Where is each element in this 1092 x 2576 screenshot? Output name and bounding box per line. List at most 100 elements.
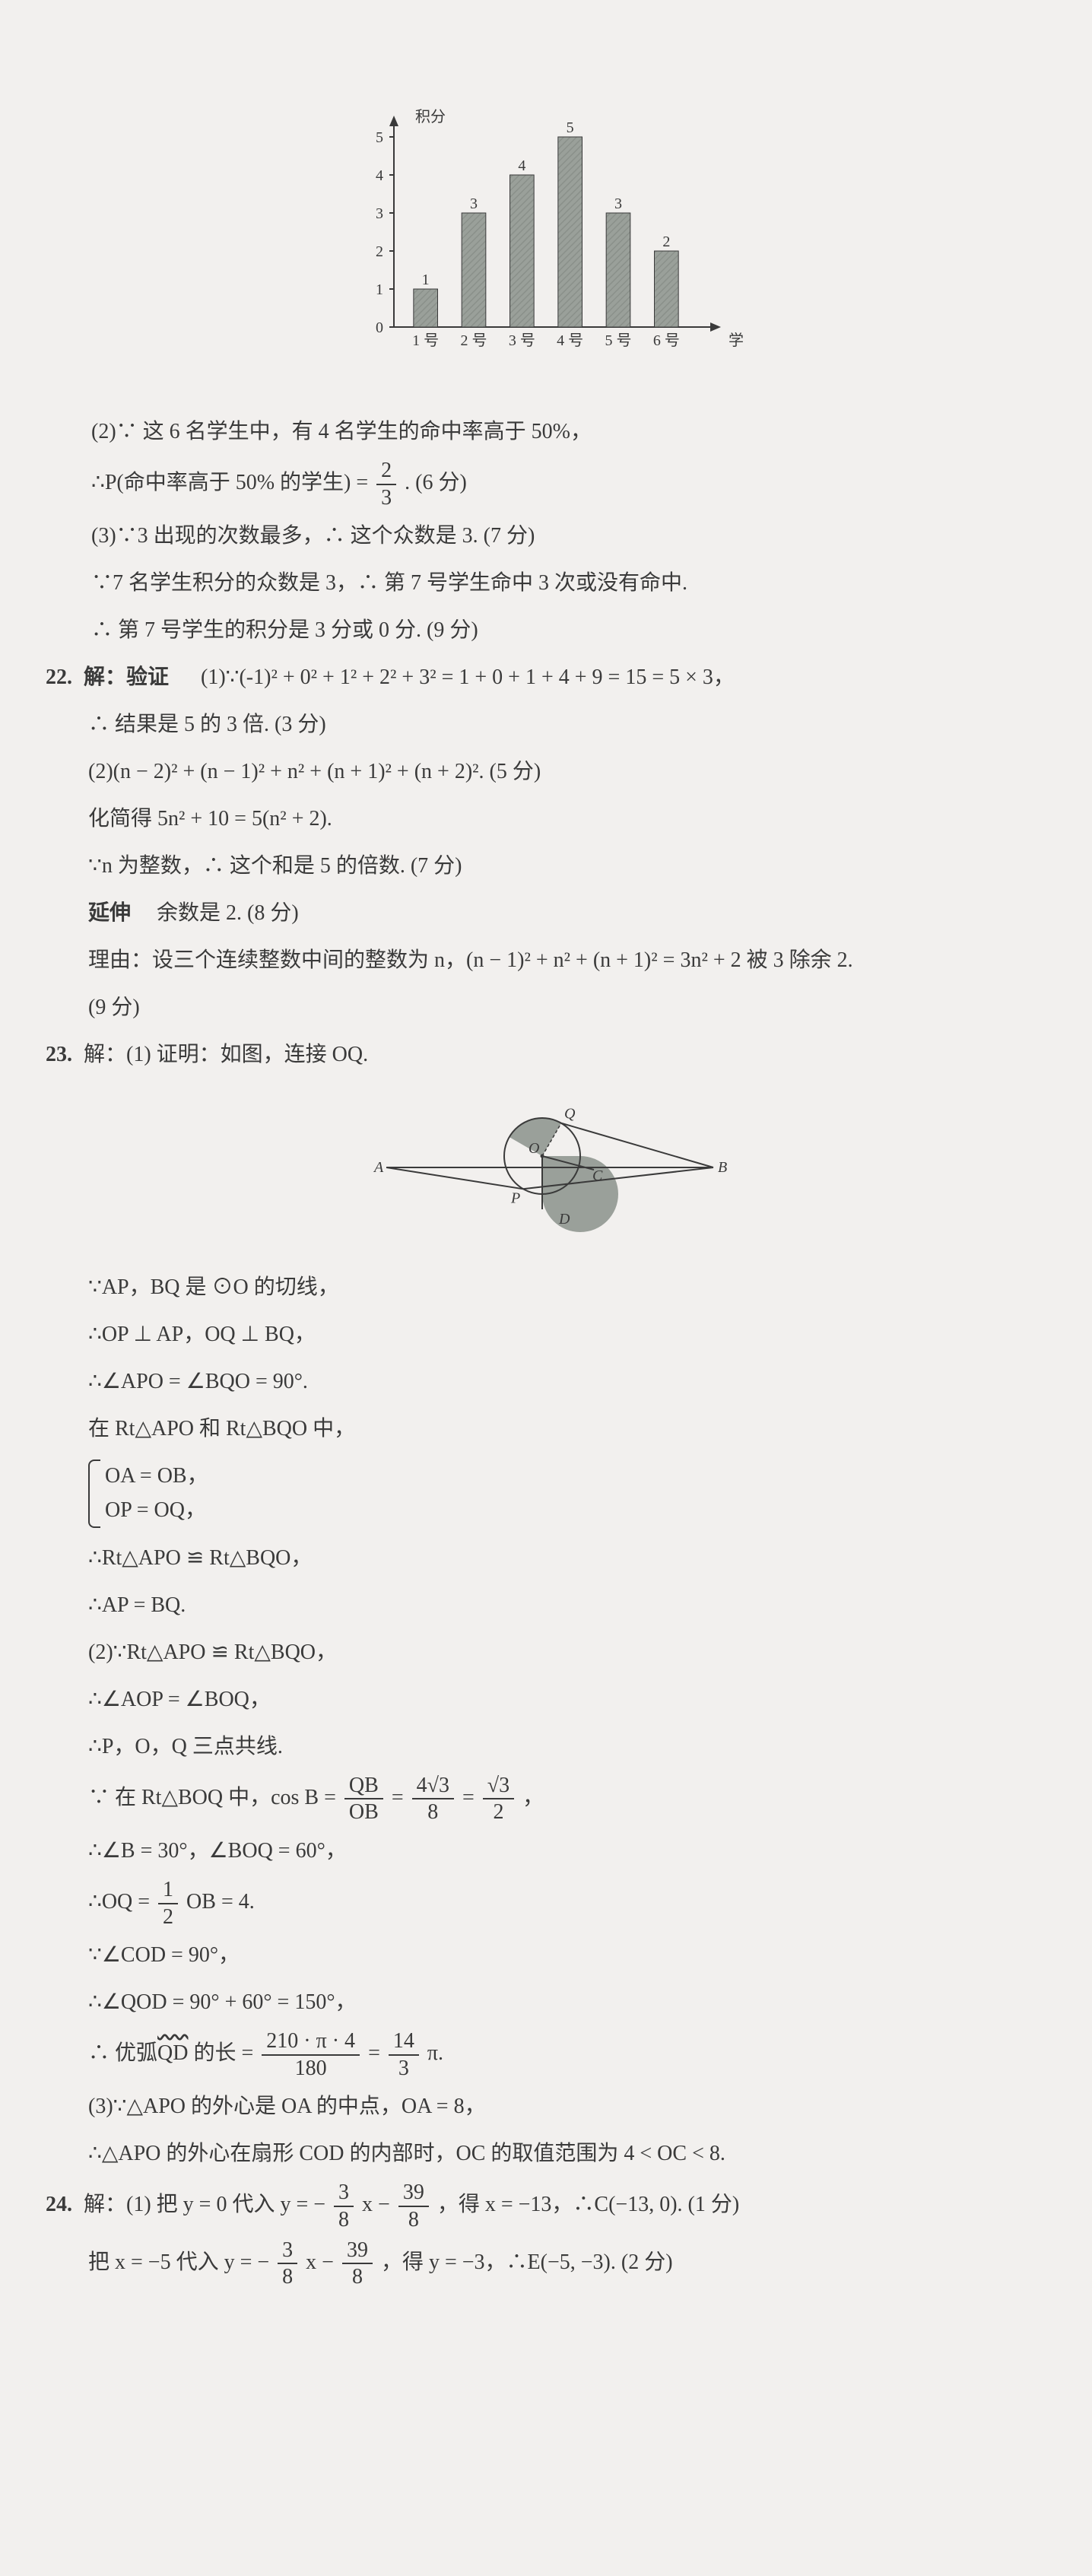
svg-text:5: 5 <box>567 119 574 136</box>
text: ∴P(命中率高于 50% 的学生) = <box>91 471 373 494</box>
svg-text:Q: Q <box>564 1106 576 1123</box>
text-line: ∴ 结果是 5 的 3 倍. (3 分) <box>46 704 1046 746</box>
svg-text:1: 1 <box>376 281 383 298</box>
question-number: 23. <box>46 1043 72 1066</box>
fraction-num: 1 <box>158 1877 178 1904</box>
text-line: 22. 解：验证 (1)∵(-1)² + 0² + 1² + 2² + 3² =… <box>46 656 1046 699</box>
fraction-den: 8 <box>342 2264 373 2290</box>
text-line: ∵AP，BQ 是 ⊙O 的切线， <box>46 1266 1046 1309</box>
brace-cases: OA = OB， OP = OQ， <box>88 1460 208 1528</box>
svg-text:C: C <box>592 1167 603 1184</box>
text: ∵ 在 Rt△BOQ 中，cos B = <box>88 1786 341 1809</box>
q22-block: 22. 解：验证 (1)∵(-1)² + 0² + 1² + 2² + 3² =… <box>46 656 1046 1029</box>
fraction-den: 2 <box>483 1799 514 1825</box>
svg-text:3 号: 3 号 <box>509 332 535 349</box>
text-line: (3)∵3 出现的次数最多，∴ 这个众数是 3. (7 分) <box>91 515 1046 557</box>
text: OP = OQ， <box>105 1494 208 1528</box>
text-line: (9 分) <box>46 986 1046 1029</box>
text-line: ∴∠APO = ∠BQO = 90°. <box>46 1361 1046 1403</box>
svg-text:A: A <box>373 1159 384 1176</box>
svg-text:3: 3 <box>470 195 478 212</box>
text-line: ∴OQ = 1 2 OB = 4. <box>46 1877 1046 1930</box>
fraction-den: 8 <box>334 2207 354 2233</box>
text-line: (3)∵△APO 的外心是 OA 的中点，OA = 8， <box>46 2085 1046 2128</box>
page: 012345积分11 号32 号43 号54 号35 号26 号学生编号 (2)… <box>0 0 1092 2447</box>
text-line: ∴P，O，Q 三点共线. <box>46 1726 1046 1768</box>
svg-text:B: B <box>718 1159 727 1176</box>
svg-text:2: 2 <box>662 233 670 250</box>
text-line: ∴OP ⊥ AP，OQ ⊥ BQ， <box>46 1313 1046 1356</box>
svg-text:5 号: 5 号 <box>605 332 632 349</box>
text: ∴ 优弧 <box>88 2041 157 2065</box>
q21-block: (2)∵ 这 6 名学生中，有 4 名学生的命中率高于 50%， ∴P(命中率高… <box>91 411 1046 652</box>
svg-text:4: 4 <box>518 157 525 174</box>
fraction-den: OB <box>344 1799 383 1825</box>
q23-block: 23. 解：(1) 证明：如图，连接 OQ. ABOQPDC ∵AP，BQ 是 … <box>46 1034 1046 2175</box>
text-line: ∴P(命中率高于 50% 的学生) = 2 3 . (6 分) <box>91 458 1046 510</box>
fraction-num: √3 <box>483 1773 514 1800</box>
fraction: QB OB <box>344 1773 383 1825</box>
text: x − <box>306 2250 339 2274</box>
fraction: 2 3 <box>376 458 396 510</box>
text: = <box>368 2041 386 2065</box>
fraction-num: 2 <box>376 458 396 485</box>
text: ，得 x = −13，∴C(−13, 0). (1 分) <box>437 2193 739 2216</box>
question-number: 24. <box>46 2193 72 2216</box>
text: 解：(1) 证明：如图，连接 OQ. <box>84 1043 368 1066</box>
text-line: ∵n 为整数，∴ 这个和是 5 的倍数. (7 分) <box>46 845 1046 888</box>
text-line: ∴Rt△APO ≌ Rt△BQO， <box>46 1537 1046 1580</box>
fraction-den: 3 <box>376 485 396 511</box>
svg-text:5: 5 <box>376 129 383 146</box>
text-line: ∵ 在 Rt△BOQ 中，cos B = QB OB = 4√3 8 = √3 … <box>46 1773 1046 1825</box>
fraction: 39 8 <box>398 2180 429 2232</box>
text-line: ∴∠QOD = 90° + 60° = 150°， <box>46 1981 1046 2024</box>
fraction: 210 · π · 4 180 <box>262 2028 360 2081</box>
text: . (6 分) <box>405 471 467 494</box>
svg-text:6 号: 6 号 <box>653 332 680 349</box>
fraction-num: 4√3 <box>412 1773 454 1800</box>
text: = <box>462 1786 480 1809</box>
chart-container: 012345积分11 号32 号43 号54 号35 号26 号学生编号 <box>46 106 1046 365</box>
svg-text:0: 0 <box>376 319 383 336</box>
svg-text:3: 3 <box>376 205 383 222</box>
text: 把 x = −5 代入 y = − <box>88 2250 269 2274</box>
fraction-den: 8 <box>412 1799 454 1825</box>
text-line: ∴∠B = 30°，∠BOQ = 60°， <box>46 1830 1046 1872</box>
svg-text:4: 4 <box>376 167 383 184</box>
fraction-den: 3 <box>389 2056 419 2082</box>
fraction: 14 3 <box>389 2028 419 2081</box>
fraction-den: 8 <box>398 2207 429 2233</box>
text-line: 在 Rt△APO 和 Rt△BQO 中， <box>46 1408 1046 1450</box>
text-line: ∴AP = BQ. <box>46 1584 1046 1627</box>
text-line: ∴△APO 的外心在扇形 COD 的内部时，OC 的取值范围为 4 < OC <… <box>46 2133 1046 2175</box>
text-line: (2)∵ 这 6 名学生中，有 4 名学生的命中率高于 50%， <box>91 411 1046 453</box>
svg-text:1: 1 <box>422 272 430 288</box>
text: ，得 y = −3，∴E(−5, −3). (2 分) <box>381 2250 673 2274</box>
fraction-num: 3 <box>278 2238 297 2265</box>
fraction-den: 180 <box>262 2056 360 2082</box>
svg-text:D: D <box>558 1211 570 1228</box>
text-line: ∴ 优弧QD 的长 = 210 · π · 4 180 = 14 3 π. <box>46 2028 1046 2081</box>
fraction: 4√3 8 <box>412 1773 454 1825</box>
text: OA = OB， <box>105 1460 208 1494</box>
svg-text:3: 3 <box>614 195 622 212</box>
svg-text:积分: 积分 <box>415 108 446 125</box>
text-line: 化简得 5n² + 10 = 5(n² + 2). <box>46 798 1046 840</box>
text-line: 延伸 余数是 2. (8 分) <box>46 892 1046 935</box>
text-line: ∵7 名学生积分的众数是 3，∴ 第 7 号学生命中 3 次或没有命中. <box>91 562 1046 605</box>
fraction-den: 8 <box>278 2264 297 2290</box>
text-line: ∴∠AOP = ∠BOQ， <box>46 1679 1046 1721</box>
fraction-num: 39 <box>398 2180 429 2207</box>
fraction: 1 2 <box>158 1877 178 1930</box>
text: ， <box>522 1786 544 1809</box>
text: 解：验证 <box>84 665 169 689</box>
text: 余数是 2. (8 分) <box>157 901 299 925</box>
fraction-num: 14 <box>389 2028 419 2056</box>
arc-label: QD <box>157 2041 188 2065</box>
text: π. <box>427 2041 443 2065</box>
text-line: ∵∠COD = 90°， <box>46 1934 1046 1977</box>
svg-text:P: P <box>510 1190 520 1206</box>
svg-text:学生编号: 学生编号 <box>729 332 744 349</box>
text-line: 把 x = −5 代入 y = − 3 8 x − 39 8 ，得 y = −3… <box>46 2238 1046 2290</box>
geometry-diagram: ABOQPDC <box>333 1091 759 1244</box>
